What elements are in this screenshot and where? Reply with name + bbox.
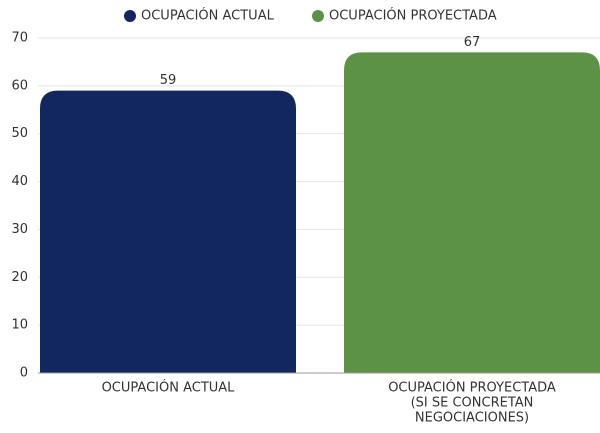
y-tick-label: 0 bbox=[20, 366, 28, 381]
x-tick-label: OCUPACIÓN PROYECTADA bbox=[388, 380, 556, 396]
legend-label: OCUPACIÓN PROYECTADA bbox=[329, 8, 497, 24]
y-tick-label: 30 bbox=[11, 222, 28, 237]
x-tick-label: OCUPACIÓN ACTUAL bbox=[102, 380, 236, 396]
y-tick-label: 10 bbox=[11, 318, 28, 333]
y-tick-label: 70 bbox=[11, 31, 28, 46]
data-label: 59 bbox=[160, 73, 177, 88]
legend-marker bbox=[124, 10, 136, 22]
y-tick-label: 50 bbox=[11, 126, 28, 141]
x-tick-label: NEGOCIACIONES) bbox=[415, 411, 529, 426]
y-tick-label: 60 bbox=[11, 78, 28, 93]
bar bbox=[40, 90, 296, 374]
data-label: 67 bbox=[464, 35, 481, 50]
legend-marker bbox=[312, 10, 324, 22]
y-tick-label: 20 bbox=[11, 270, 28, 285]
legend-label: OCUPACIÓN ACTUAL bbox=[141, 8, 275, 24]
x-tick-label: (SI SE CONCRETAN bbox=[411, 396, 534, 411]
bar bbox=[344, 52, 600, 373]
y-tick-label: 40 bbox=[11, 174, 28, 189]
